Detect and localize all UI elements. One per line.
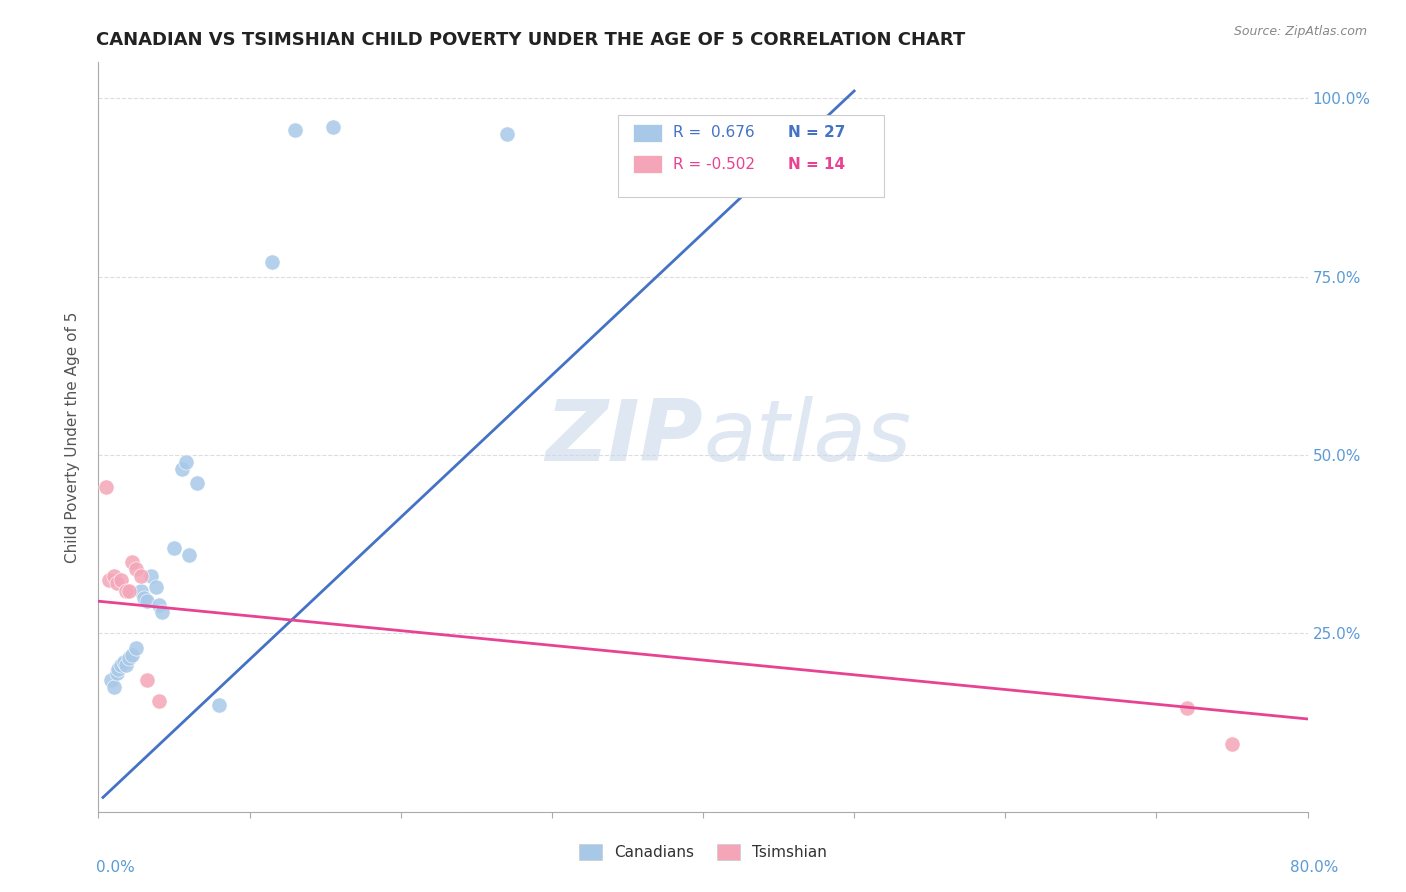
Text: R =  0.676: R = 0.676 [672, 126, 755, 140]
Point [262, 255, 284, 269]
Text: ZIP: ZIP [546, 395, 703, 479]
Point [129, 569, 152, 583]
Point [141, 569, 163, 583]
Text: N = 14: N = 14 [787, 157, 845, 172]
Point [110, 573, 132, 587]
Point [1175, 701, 1198, 715]
Text: Source: ZipAtlas.com: Source: ZipAtlas.com [1233, 25, 1367, 38]
Point [114, 658, 136, 673]
Point [118, 651, 141, 665]
Point [121, 648, 143, 662]
Point [322, 120, 344, 134]
Point [105, 576, 128, 591]
Point [94, 480, 117, 494]
Point [148, 694, 170, 708]
Point [103, 680, 125, 694]
Point [114, 583, 136, 598]
Point [110, 658, 132, 673]
Point [98, 573, 121, 587]
Legend: Canadians, Tsimshian: Canadians, Tsimshian [571, 837, 835, 868]
Point [135, 594, 157, 608]
Point [132, 591, 155, 605]
Text: 80.0%: 80.0% [1291, 860, 1339, 874]
Point [125, 640, 148, 655]
Point [208, 698, 231, 712]
Point [107, 662, 129, 676]
Y-axis label: Child Poverty Under the Age of 5: Child Poverty Under the Age of 5 [65, 311, 80, 563]
FancyBboxPatch shape [633, 124, 662, 142]
Point [103, 569, 125, 583]
Point [495, 127, 517, 141]
Text: CANADIAN VS TSIMSHIAN CHILD POVERTY UNDER THE AGE OF 5 CORRELATION CHART: CANADIAN VS TSIMSHIAN CHILD POVERTY UNDE… [96, 31, 965, 49]
Point [145, 580, 167, 594]
Text: atlas: atlas [703, 395, 911, 479]
Point [1220, 737, 1243, 751]
Point [148, 598, 170, 612]
Text: R = -0.502: R = -0.502 [672, 157, 755, 172]
Point [163, 541, 186, 555]
Point [129, 583, 152, 598]
Text: 0.0%: 0.0% [96, 860, 135, 874]
Point [174, 455, 197, 469]
Point [170, 462, 193, 476]
Point [100, 673, 122, 687]
Text: N = 27: N = 27 [787, 126, 845, 140]
FancyBboxPatch shape [633, 155, 662, 173]
Point [150, 605, 173, 619]
Point [112, 655, 135, 669]
Point [118, 583, 141, 598]
Point [284, 123, 307, 137]
FancyBboxPatch shape [619, 115, 884, 197]
Point [179, 548, 201, 562]
Point [135, 673, 157, 687]
Point [121, 555, 143, 569]
Point [105, 665, 128, 680]
Point [125, 562, 148, 576]
Point [186, 476, 208, 491]
